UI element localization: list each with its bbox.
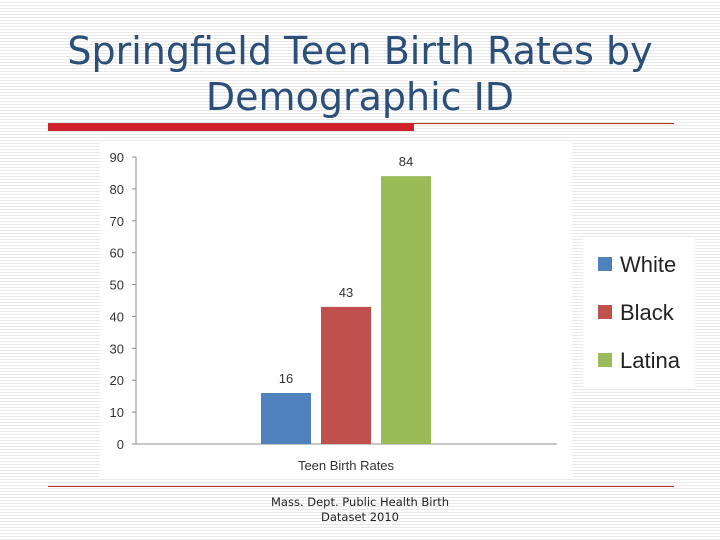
y-tick-label: 40 (110, 309, 124, 324)
y-tick-label: 0 (117, 437, 124, 452)
title-accent-bar (48, 124, 414, 131)
y-tick-label: 90 (110, 150, 124, 165)
source-line-2: Dataset 2010 (321, 510, 399, 524)
data-label-black: 43 (339, 285, 353, 300)
legend-label-black: Black (620, 300, 675, 325)
legend-swatch-latina (598, 353, 612, 367)
y-tick-label: 50 (110, 278, 124, 293)
legend-label-latina: Latina (620, 348, 681, 373)
data-label-white: 16 (279, 371, 293, 386)
y-tick-label: 70 (110, 214, 124, 229)
y-tick-label: 10 (110, 405, 124, 420)
slide-title: Springfield Teen Birth Rates by Demograp… (40, 28, 680, 120)
source-caption: Mass. Dept. Public Health Birth Dataset … (250, 495, 470, 525)
y-tick-label: 20 (110, 373, 124, 388)
y-tick-label: 30 (110, 341, 124, 356)
legend-swatch-black (598, 305, 612, 319)
title-divider-line (48, 123, 674, 124)
bar-latina (381, 176, 431, 444)
data-label-latina: 84 (399, 154, 413, 169)
x-axis-label: Teen Birth Rates (298, 458, 395, 473)
y-tick-label: 60 (110, 246, 124, 261)
bar-black (321, 306, 371, 444)
slide-title-line-2: Demographic ID (205, 75, 515, 119)
y-tick-label: 80 (110, 182, 124, 197)
source-line-1: Mass. Dept. Public Health Birth (270, 495, 450, 509)
footer-divider-line (48, 486, 674, 487)
legend-label-white: White (620, 252, 676, 277)
bar-white (261, 392, 311, 444)
legend-swatch-white (598, 257, 612, 271)
slide-title-line-1: Springfield Teen Birth Rates by (67, 29, 653, 73)
